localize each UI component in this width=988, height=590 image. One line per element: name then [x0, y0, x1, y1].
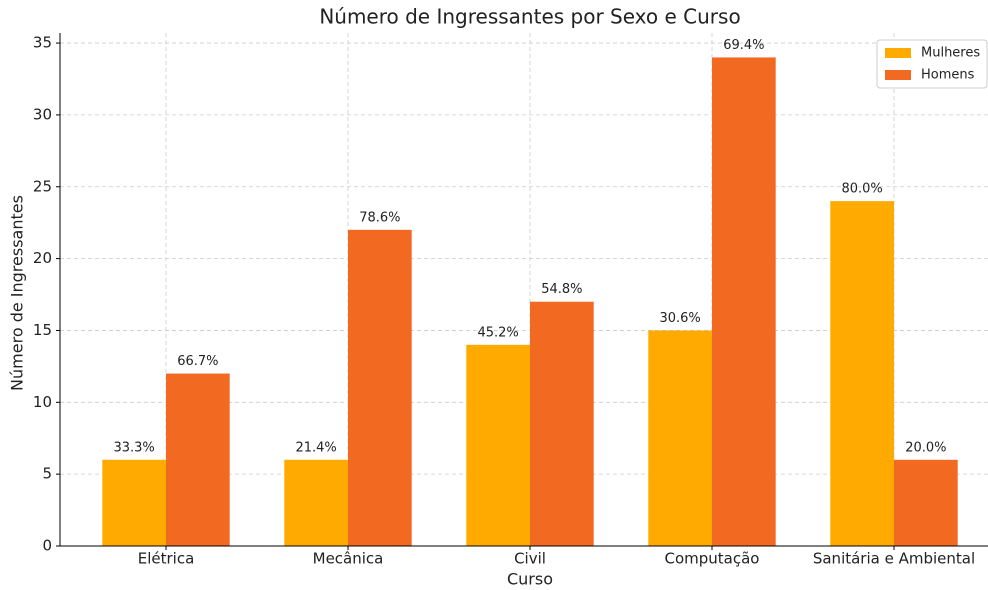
- x-tick-label: Elétrica: [138, 550, 195, 568]
- legend: Mulheres Homens: [876, 39, 988, 89]
- bar: [102, 459, 166, 546]
- bar-annotation: 80.0%: [841, 182, 882, 197]
- y-tick-label: 20: [33, 249, 52, 267]
- bar: [830, 201, 894, 547]
- y-tick-label: 10: [33, 393, 52, 411]
- y-tick-label: 0: [42, 537, 52, 555]
- marks: [102, 57, 958, 547]
- y-tick-label: 25: [33, 177, 52, 195]
- bar: [712, 57, 776, 547]
- bar-annotation: 30.6%: [659, 311, 700, 326]
- bar: [894, 459, 958, 546]
- bar: [648, 330, 712, 546]
- bar: [530, 301, 594, 546]
- bar-annotation: 45.2%: [477, 325, 518, 340]
- chart-title: Número de Ingressantes por Sexo e Curso: [319, 5, 740, 29]
- x-axis-label: Curso: [507, 570, 553, 589]
- x-tick-label: Mecânica: [313, 550, 384, 568]
- y-axis-label: Número de Ingressantes: [8, 195, 27, 391]
- legend-swatch: [885, 48, 911, 58]
- y-tick-label: 35: [33, 34, 52, 52]
- bar: [166, 373, 230, 546]
- bar-annotation: 54.8%: [541, 282, 582, 297]
- legend-swatch: [885, 70, 911, 80]
- bar: [284, 459, 348, 546]
- bar-annotation: 69.4%: [723, 38, 764, 53]
- x-tick-label: Computação: [665, 550, 760, 568]
- bar: [348, 229, 412, 546]
- x-tick-label: Civil: [514, 550, 546, 568]
- x-tick-label: Sanitária e Ambiental: [813, 550, 975, 568]
- legend-label: Homens: [921, 68, 975, 83]
- y-tick-label: 30: [33, 105, 52, 123]
- bar-annotation: 78.6%: [359, 210, 400, 225]
- bar-annotation: 33.3%: [113, 440, 154, 455]
- bar-annotation: 21.4%: [295, 440, 336, 455]
- y-tick-label: 5: [42, 465, 52, 483]
- bar-annotation: 20.0%: [905, 440, 946, 455]
- bar: [466, 344, 530, 546]
- bar-annotation: 66.7%: [177, 354, 218, 369]
- legend-label: Mulheres: [921, 46, 980, 61]
- y-tick-label: 15: [33, 321, 52, 339]
